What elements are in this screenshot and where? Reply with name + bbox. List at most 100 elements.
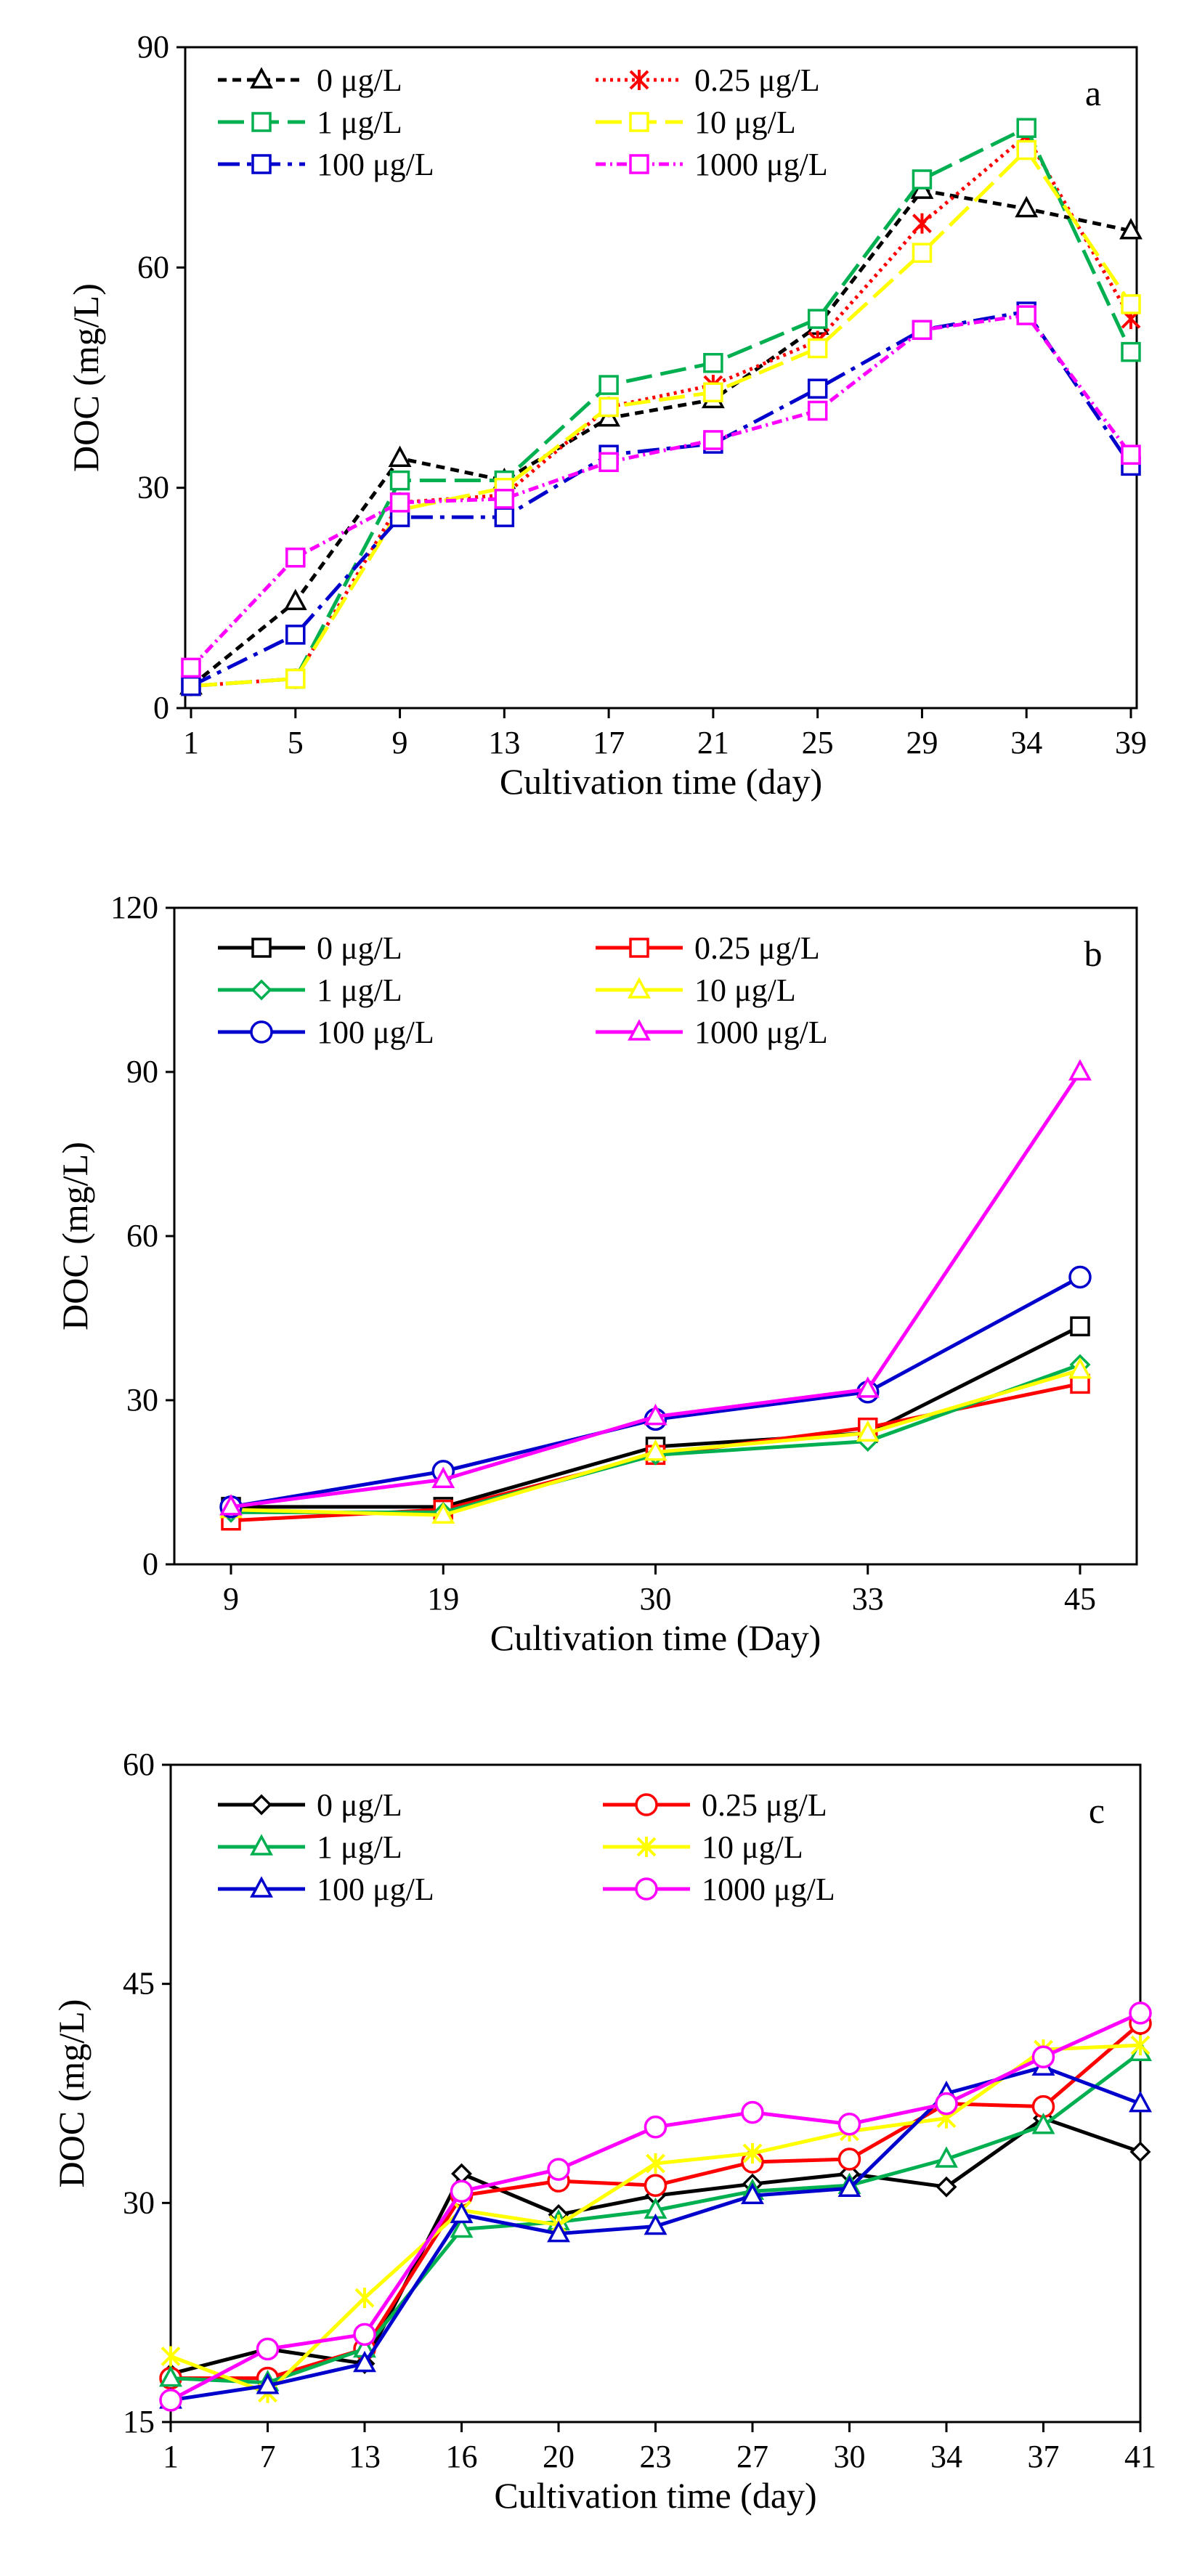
- series-line-1ug-l: [190, 126, 1133, 688]
- legend-label-0ug-l: 0 μg/L: [317, 1787, 402, 1823]
- y-tick-label: 30: [123, 2185, 155, 2220]
- legend-label-1ug-l: 1 μg/L: [317, 972, 402, 1008]
- data-point-0ug-l: [388, 445, 412, 467]
- data-point-100ug-l: [644, 2213, 667, 2235]
- data-point-10ug-l: [285, 668, 306, 689]
- data-point-100ug-l: [1129, 2090, 1152, 2113]
- data-point-100ug-l: [837, 2175, 861, 2197]
- x-tick-label: 7: [260, 2439, 276, 2474]
- legend-marker-1000ug-l: [628, 1019, 651, 1041]
- legend-marker-0p25ug-l: [629, 938, 649, 958]
- legend-marker-1ug-l: [251, 979, 272, 1001]
- data-point-100ug-l: [494, 507, 515, 527]
- x-tick-label: 27: [736, 2439, 768, 2474]
- data-point-0p25ug-l: [837, 2148, 861, 2171]
- legend-label-0p25ug-l: 0.25 μg/L: [694, 62, 820, 98]
- x-tick-label: 29: [906, 725, 938, 760]
- data-point-100ug-l: [256, 2373, 280, 2394]
- data-point-10ug-l: [644, 1439, 667, 1461]
- y-tick-label: 60: [126, 1218, 158, 1254]
- data-point-10ug-l: [431, 1502, 455, 1524]
- y-tick-label: 45: [123, 1966, 155, 2002]
- y-tick-label: 30: [126, 1382, 158, 1418]
- y-tick-label: 60: [123, 1747, 155, 1782]
- legend-label-100ug-l: 100 μg/L: [317, 1015, 434, 1050]
- x-tick-label: 13: [488, 725, 520, 760]
- panel-c: 15 30 45 60 1 7 13 16 20 23 27 30 34 37 41 Cultivation …: [51, 1747, 1156, 2516]
- x-tick-label: 39: [1115, 725, 1147, 760]
- x-tick-label: 34: [1010, 725, 1042, 760]
- series-line-1000ug-l: [190, 313, 1133, 670]
- data-point-1000ug-l: [1129, 2002, 1152, 2025]
- y-tick-label: 0: [142, 1546, 158, 1582]
- legend-marker-100ug-l: [251, 154, 272, 174]
- data-point-10ug-l: [703, 382, 723, 402]
- legend-label-10ug-l: 10 μg/L: [694, 972, 796, 1008]
- data-point-1ug-l: [912, 169, 933, 190]
- x-tick-label: 21: [697, 725, 729, 760]
- data-point-10ug-l: [912, 243, 933, 263]
- legend-label-0p25ug-l: 0.25 μg/L: [702, 1787, 827, 1823]
- legend-marker-1000ug-l: [629, 154, 649, 174]
- data-point-1000ug-l: [219, 1494, 243, 1516]
- data-point-10ug-l: [1121, 294, 1141, 314]
- data-point-0p25ug-l: [644, 2174, 667, 2197]
- legend-label-10ug-l: 10 μg/L: [694, 105, 796, 140]
- data-point-1000ug-l: [1121, 444, 1141, 465]
- data-point-1000ug-l: [1031, 2045, 1055, 2068]
- series-line-0p25ug-l: [190, 133, 1133, 688]
- series-line-100ug-l: [190, 309, 1133, 688]
- x-tick-label: 5: [288, 725, 304, 760]
- data-point-1000ug-l: [703, 430, 723, 450]
- legend-label-0ug-l: 0 μg/L: [317, 62, 402, 98]
- x-tick-label: 1: [163, 2439, 179, 2474]
- data-point-10ug-l: [354, 2288, 375, 2309]
- x-axis-title: Cultivation time (day): [500, 761, 822, 802]
- data-point-10ug-l: [807, 338, 828, 359]
- y-tick-label: 120: [110, 890, 158, 925]
- data-point-1000ug-l: [644, 1403, 667, 1426]
- data-point-1000ug-l: [285, 547, 306, 568]
- x-tick-label: 9: [223, 1581, 239, 1617]
- y-axis-title: DOC (mg/L): [65, 283, 106, 472]
- legend-marker-100ug-l: [250, 1876, 273, 1898]
- x-tick-label: 34: [930, 2439, 962, 2474]
- panel-label: a: [1085, 73, 1101, 113]
- legend-marker-1000ug-l: [635, 1877, 658, 1901]
- y-tick-label: 15: [123, 2404, 155, 2439]
- legend-marker-0ug-l: [251, 1794, 272, 1816]
- data-point-10ug-l: [1130, 2035, 1151, 2056]
- data-point-1000ug-l: [256, 2337, 280, 2361]
- data-point-1ug-l: [450, 2216, 474, 2238]
- data-point-1ug-l: [935, 2146, 958, 2168]
- legend-marker-0p25ug-l: [629, 70, 649, 90]
- x-tick-label: 33: [852, 1581, 884, 1617]
- legend-label-0ug-l: 0 μg/L: [317, 930, 402, 966]
- data-point-10ug-l: [1068, 1357, 1092, 1379]
- data-point-100ug-l: [181, 675, 201, 696]
- data-point-1000ug-l: [1068, 1059, 1092, 1081]
- x-tick-label: 17: [593, 725, 625, 760]
- data-point-100ug-l: [1068, 1265, 1092, 1289]
- legend-label-100ug-l: 100 μg/L: [317, 1872, 434, 1907]
- data-point-1000ug-l: [547, 2158, 570, 2181]
- y-tick-label: 60: [137, 249, 169, 285]
- legend-marker-1ug-l: [251, 112, 272, 132]
- data-point-1000ug-l: [494, 489, 515, 509]
- x-tick-label: 13: [349, 2439, 381, 2474]
- x-tick-label: 1: [183, 725, 199, 760]
- legend-marker-10ug-l: [628, 977, 651, 999]
- y-axis-title: DOC (mg/L): [54, 1142, 95, 1330]
- y-axis-title: DOC (mg/L): [51, 1999, 92, 2188]
- data-point-0ug-l: [283, 588, 307, 611]
- data-point-1000ug-l: [159, 2389, 182, 2412]
- data-point-100ug-l: [285, 625, 306, 645]
- data-point-10ug-l: [161, 2346, 181, 2367]
- data-point-10ug-l: [646, 2153, 665, 2174]
- legend-label-1000ug-l: 1000 μg/L: [694, 147, 828, 182]
- legend-label-1000ug-l: 1000 μg/L: [694, 1015, 828, 1050]
- x-tick-label: 30: [834, 2439, 866, 2474]
- data-point-1ug-l: [159, 2365, 182, 2387]
